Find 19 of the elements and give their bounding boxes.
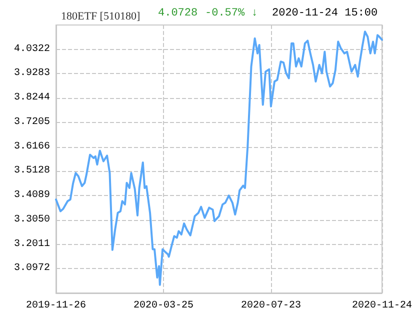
text: 2020-11-24 15:00 [272,8,378,20]
chart-title: 180ETF [510180] [61,10,140,22]
y-tick-label: 3.6166 [14,141,50,152]
text: 4.0728 [158,8,198,20]
line-series [55,30,383,286]
y-tick-label: 3.8244 [14,92,50,104]
y-tick-label: 3.0972 [14,263,50,274]
x-tick-label: 2020-07-23 [240,300,301,312]
y-tick-label: 3.2011 [14,238,50,250]
x-tick-label: 2019-11-26 [26,300,86,312]
y-tick-label: 4.0322 [14,44,50,55]
y-tick-label: 3.4089 [14,190,50,202]
y-tick-label: 3.9283 [14,68,50,80]
y-tick-label: 3.3050 [14,214,50,226]
y-tick-label: 3.5128 [14,166,50,177]
x-tick-label: 2020-03-25 [133,300,194,312]
y-tick-label: 3.7205 [14,116,50,128]
x-tick-label: 2020-11-24 [352,300,412,312]
text: -0.57% ↓ [205,8,258,20]
